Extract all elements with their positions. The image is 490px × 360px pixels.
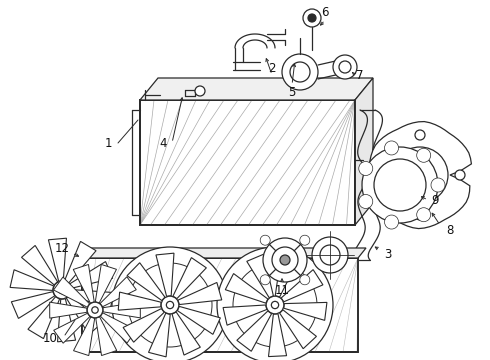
Polygon shape [156, 253, 174, 296]
Circle shape [303, 9, 321, 27]
Circle shape [272, 247, 298, 273]
Circle shape [312, 237, 348, 273]
Polygon shape [280, 310, 317, 349]
Circle shape [161, 296, 179, 314]
Circle shape [431, 178, 445, 192]
Polygon shape [284, 302, 327, 320]
Polygon shape [67, 295, 102, 334]
Polygon shape [82, 258, 358, 352]
Circle shape [112, 247, 228, 360]
Circle shape [359, 194, 373, 208]
Text: 9: 9 [431, 194, 439, 207]
Circle shape [92, 307, 98, 313]
Polygon shape [10, 270, 53, 291]
Polygon shape [49, 238, 67, 281]
Circle shape [167, 301, 173, 309]
Polygon shape [54, 313, 90, 343]
Polygon shape [237, 311, 271, 351]
Polygon shape [71, 289, 114, 310]
Polygon shape [247, 254, 273, 298]
Circle shape [266, 296, 284, 314]
Polygon shape [355, 78, 373, 225]
Circle shape [128, 263, 212, 347]
Polygon shape [95, 265, 117, 303]
Circle shape [282, 54, 318, 90]
Circle shape [374, 159, 426, 211]
Circle shape [385, 215, 398, 229]
Polygon shape [73, 265, 94, 303]
Circle shape [339, 61, 351, 73]
Circle shape [455, 170, 465, 180]
Polygon shape [22, 246, 57, 285]
Text: 5: 5 [288, 86, 295, 99]
Polygon shape [100, 313, 136, 343]
Circle shape [415, 130, 425, 140]
Polygon shape [123, 309, 164, 342]
Text: 12: 12 [54, 242, 70, 255]
Polygon shape [96, 317, 117, 356]
Text: 3: 3 [384, 248, 392, 261]
Circle shape [333, 55, 357, 79]
Polygon shape [140, 78, 373, 100]
Circle shape [359, 162, 373, 176]
Circle shape [415, 210, 425, 220]
Text: 7: 7 [356, 68, 364, 81]
Text: 4: 4 [159, 136, 167, 149]
Circle shape [280, 255, 290, 265]
Circle shape [392, 147, 448, 203]
Polygon shape [275, 253, 299, 297]
Polygon shape [173, 258, 206, 299]
Polygon shape [69, 262, 113, 288]
Polygon shape [118, 292, 161, 310]
Circle shape [87, 302, 103, 318]
Circle shape [217, 247, 333, 360]
Circle shape [308, 14, 316, 22]
Circle shape [416, 208, 431, 222]
Circle shape [271, 301, 279, 309]
Polygon shape [74, 317, 95, 356]
Text: 8: 8 [446, 224, 454, 237]
Circle shape [406, 161, 434, 189]
Polygon shape [82, 248, 366, 258]
Circle shape [263, 238, 307, 282]
Polygon shape [127, 263, 165, 301]
Polygon shape [57, 299, 75, 342]
Circle shape [233, 263, 317, 347]
Polygon shape [49, 302, 87, 318]
Polygon shape [103, 302, 140, 318]
Circle shape [300, 235, 310, 245]
Polygon shape [269, 314, 287, 357]
Polygon shape [223, 305, 267, 325]
Polygon shape [172, 312, 200, 355]
Polygon shape [100, 277, 136, 307]
Polygon shape [281, 270, 323, 302]
Circle shape [362, 147, 438, 223]
Circle shape [53, 281, 71, 299]
Polygon shape [28, 297, 60, 339]
Polygon shape [140, 100, 355, 225]
Circle shape [260, 275, 270, 285]
Circle shape [58, 286, 66, 294]
Text: 6: 6 [321, 5, 329, 18]
Circle shape [320, 245, 340, 265]
Circle shape [195, 86, 205, 96]
Polygon shape [11, 292, 55, 319]
Text: 1: 1 [104, 136, 112, 149]
Circle shape [375, 170, 385, 180]
Circle shape [385, 141, 398, 155]
Text: 11: 11 [274, 284, 290, 297]
Polygon shape [65, 242, 96, 283]
Polygon shape [225, 274, 268, 303]
Polygon shape [178, 283, 222, 305]
Text: 10: 10 [43, 332, 57, 345]
Polygon shape [148, 313, 170, 357]
Circle shape [300, 275, 310, 285]
Circle shape [290, 62, 310, 82]
Text: 2: 2 [268, 62, 276, 75]
Circle shape [416, 148, 431, 162]
Polygon shape [177, 306, 220, 334]
Circle shape [260, 235, 270, 245]
Polygon shape [368, 122, 471, 229]
Polygon shape [53, 277, 90, 307]
